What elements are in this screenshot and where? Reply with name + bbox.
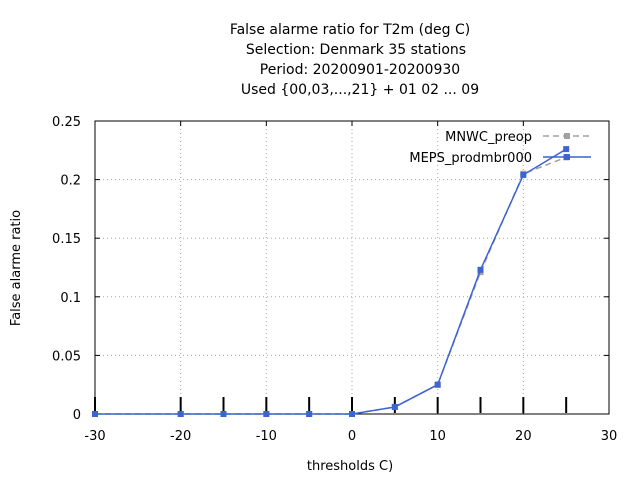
title-line-1: False alarme ratio for T2m (deg C)	[230, 22, 470, 38]
x-tick-label: 30	[601, 429, 618, 444]
data-point	[349, 411, 355, 417]
title-line-3: Period: 20200901-20200930	[260, 62, 460, 78]
title-line-2: Selection: Denmark 35 stations	[246, 42, 466, 58]
data-point	[434, 381, 441, 388]
x-tick-label: 20	[515, 429, 532, 444]
y-axis-label: False alarme ratio	[9, 210, 24, 326]
y-tick-label: 0.15	[52, 232, 81, 247]
data-point	[92, 411, 98, 417]
series-MNWC_preop	[92, 154, 570, 417]
legend-swatch-marker	[564, 154, 570, 160]
series-line	[95, 156, 567, 415]
data-point	[263, 411, 270, 417]
series-MEPS_prodmbr000	[92, 146, 570, 417]
data-point	[220, 411, 227, 417]
y-tick-label: 0.25	[52, 115, 81, 130]
data-point	[520, 171, 527, 178]
y-tick-label: 0	[73, 408, 81, 423]
x-tick-label: -20	[170, 429, 191, 444]
x-tick-label: 10	[429, 429, 446, 444]
legend-label: MNWC_preop	[445, 130, 532, 145]
series-line	[95, 148, 567, 415]
x-tick-label: -30	[84, 429, 105, 444]
legend-label: MEPS_prodmbr000	[409, 151, 532, 166]
y-tick-label: 0.05	[52, 349, 81, 364]
data-point	[391, 403, 398, 410]
data-point	[306, 411, 313, 417]
y-tick-label: 0.2	[60, 174, 81, 189]
legend: MNWC_preop MEPS_prodmbr000	[409, 130, 591, 166]
data-point	[477, 266, 484, 273]
chart-title: False alarme ratio for T2m (deg C) Selec…	[230, 22, 479, 98]
y-tick-label: 0.1	[60, 291, 81, 306]
x-tick-label: -10	[256, 429, 277, 444]
series-layer	[92, 146, 570, 417]
tick-labels: -30 -20 -10 0 10 20 30 0 0.05 0.1 0.15 0.2 0.25	[52, 115, 617, 444]
data-point	[563, 146, 570, 153]
title-line-4: Used {00,03,...,21} + 01 02 ... 09	[241, 82, 479, 98]
data-point	[177, 411, 184, 417]
x-axis-label: thresholds C)	[307, 459, 393, 474]
x-tick-label: 0	[348, 429, 356, 444]
grid	[95, 121, 609, 414]
legend-swatch-marker	[564, 133, 570, 139]
